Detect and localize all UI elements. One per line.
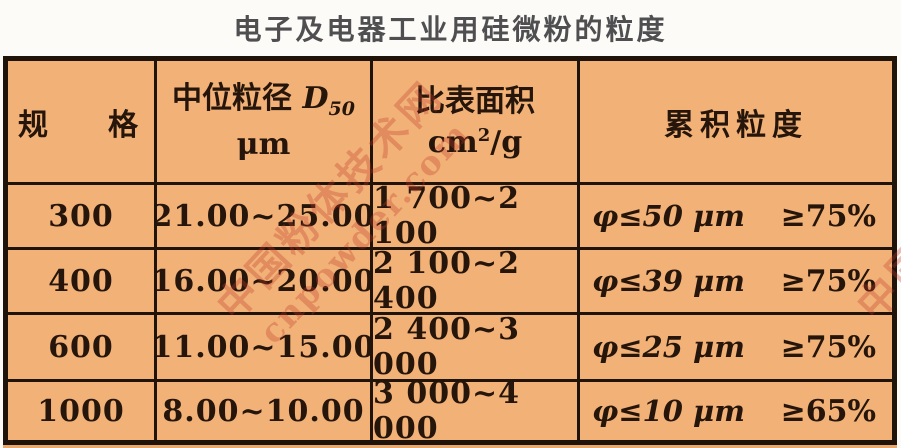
cumulative-condition: φ≤10 μm (592, 394, 745, 428)
header-median-diameter: 中位粒径 D50 μm (157, 61, 373, 185)
cumulative-percentage: ≥75% (780, 263, 876, 299)
cumulative-cell: φ≤25 μm ≥75% (580, 315, 892, 382)
cumulative-cell: φ≤10 μm ≥65% (580, 382, 892, 440)
median-range-cell: 11.00~15.00 (157, 315, 373, 382)
surface-unit-denominator: /g (490, 124, 523, 160)
median-range-cell: 16.00~20.00 (157, 250, 373, 315)
surface-range-cell: 2 100~2 400 (373, 250, 580, 315)
header-surface-label: 比表面积 (415, 83, 535, 119)
header-spec-char-right: 格 (108, 107, 138, 143)
surface-unit-base: cm (427, 124, 478, 160)
cumulative-condition: φ≤39 μm (592, 264, 745, 298)
header-median-unit: μm (236, 126, 291, 162)
cumulative-percentage: ≥75% (780, 198, 876, 234)
header-median-line1: 中位粒径 D50 (172, 82, 355, 120)
d50-symbol: D50 (302, 81, 354, 119)
surface-range-cell: 3 000~4 000 (373, 382, 580, 440)
cumulative-cell: φ≤39 μm ≥75% (580, 250, 892, 315)
spec-cell: 600 (8, 315, 157, 382)
header-spec-char-left: 规 (18, 107, 48, 143)
cumulative-condition: φ≤25 μm (592, 330, 745, 364)
spec-cell: 1000 (8, 382, 157, 440)
spec-cell: 300 (8, 185, 157, 250)
d-symbol: D (302, 81, 329, 117)
surface-unit-exponent: 2 (477, 124, 491, 146)
header-specific-surface-area: 比表面积 cm2/g (373, 61, 580, 185)
header-surface-unit: cm2/g (427, 124, 523, 160)
cumulative-condition: φ≤50 μm (592, 199, 745, 233)
surface-range-cell: 2 400~3 000 (373, 315, 580, 382)
cumulative-percentage: ≥75% (780, 329, 876, 365)
particle-size-table: 规 格 中位粒径 D50 μm 比表面积 cm2/g 累积粒度 300 21.0… (3, 56, 897, 448)
header-specification: 规 格 (8, 61, 157, 185)
d-subscript: 50 (328, 98, 355, 121)
cumulative-percentage: ≥65% (780, 393, 876, 429)
median-range-cell: 21.00~25.00 (157, 185, 373, 250)
surface-range-cell: 1 700~2 100 (373, 185, 580, 250)
table-grid: 规 格 中位粒径 D50 μm 比表面积 cm2/g 累积粒度 300 21.0… (3, 56, 897, 445)
page-title: 电子及电器工业用硅微粉的粒度 (233, 13, 668, 46)
header-median-label: 中位粒径 (172, 81, 303, 117)
median-range-cell: 8.00~10.00 (157, 382, 373, 440)
header-cumulative-label: 累积粒度 (664, 107, 808, 143)
spec-cell: 400 (8, 250, 157, 315)
cumulative-cell: φ≤50 μm ≥75% (580, 185, 892, 250)
header-cumulative-size: 累积粒度 (580, 61, 892, 185)
